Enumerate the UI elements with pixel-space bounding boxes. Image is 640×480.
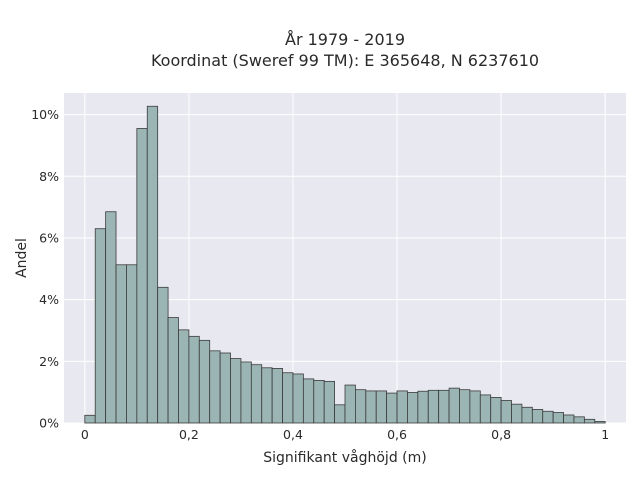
histogram-bar: [511, 403, 523, 424]
x-axis-label: Signifikant våghöjd (m): [263, 449, 426, 466]
x-tick-label: 0,6: [387, 427, 407, 442]
x-tick-label: 0,4: [283, 427, 303, 442]
y-tick-label: 8%: [39, 169, 59, 184]
y-axis-ticks: 0% 2% 4% 6% 8% 10%: [31, 107, 59, 430]
histogram-bar: [355, 389, 367, 424]
histogram-bar: [198, 339, 211, 424]
x-tick-label: 0,8: [491, 427, 511, 442]
histogram-bar: [261, 367, 273, 424]
histogram-bar: [531, 409, 544, 424]
histogram-bar: [521, 406, 533, 424]
histogram-bar: [438, 389, 450, 424]
y-tick-label: 0%: [39, 416, 59, 431]
histogram-bar: [188, 335, 200, 424]
histogram-bar: [313, 380, 325, 424]
histogram-bar: [84, 414, 96, 424]
histogram-bar: [427, 389, 440, 424]
chart-subtitle: Koordinat (Sweref 99 TM): E 365648, N 62…: [151, 51, 539, 70]
x-tick-label: 0,2: [179, 427, 199, 442]
histogram-bar: [219, 352, 231, 424]
histogram-bar: [490, 397, 502, 424]
y-tick-label: 10%: [31, 107, 59, 122]
histogram-bar: [302, 378, 315, 424]
histogram-bar: [282, 372, 294, 424]
histogram-bar: [542, 410, 554, 424]
chart-title: År 1979 - 2019: [285, 30, 405, 49]
histogram-bars: [84, 105, 606, 424]
histogram-bar: [365, 390, 377, 424]
histogram-bar: [386, 392, 398, 424]
x-tick-label: 0: [81, 427, 89, 442]
histogram-bar: [375, 390, 388, 424]
x-axis-ticks: 0 0,2 0,4 0,6 0,8 1: [81, 427, 609, 442]
histogram-bar: [292, 373, 304, 424]
histogram-bar: [209, 350, 221, 424]
histogram-bar: [146, 105, 159, 424]
y-axis-label: Andel: [14, 238, 30, 278]
histogram-bar: [479, 394, 492, 424]
histogram-bar: [583, 418, 596, 424]
histogram-bar: [594, 421, 606, 424]
histogram-bar: [157, 286, 169, 424]
histogram-bar: [323, 380, 335, 424]
histogram-bar: [552, 412, 564, 424]
histogram-bar: [240, 361, 252, 424]
histogram-bar: [115, 264, 127, 424]
histogram-bar: [178, 329, 190, 424]
histogram-bar: [396, 390, 408, 424]
histogram-bar: [573, 416, 585, 424]
histogram-bar: [563, 414, 575, 424]
histogram-bar: [469, 390, 481, 424]
histogram-bar: [94, 228, 107, 424]
y-tick-label: 6%: [39, 230, 59, 245]
histogram-bar: [105, 211, 117, 424]
histogram-bar: [459, 389, 471, 424]
histogram-bar: [334, 404, 346, 424]
histogram-bar: [126, 264, 138, 424]
histogram-bar: [250, 364, 263, 424]
y-tick-label: 2%: [39, 354, 59, 369]
histogram-bar: [500, 400, 512, 424]
y-tick-label: 4%: [39, 292, 59, 307]
histogram-bar: [271, 368, 283, 424]
histogram-bar: [407, 392, 419, 424]
histogram-bar: [417, 390, 429, 424]
histogram-bar: [344, 384, 356, 424]
histogram-bar: [230, 358, 242, 424]
histogram-bar: [167, 317, 179, 424]
x-tick-label: 1: [601, 427, 609, 442]
histogram-bar: [136, 128, 148, 424]
histogram-bar: [448, 387, 460, 424]
